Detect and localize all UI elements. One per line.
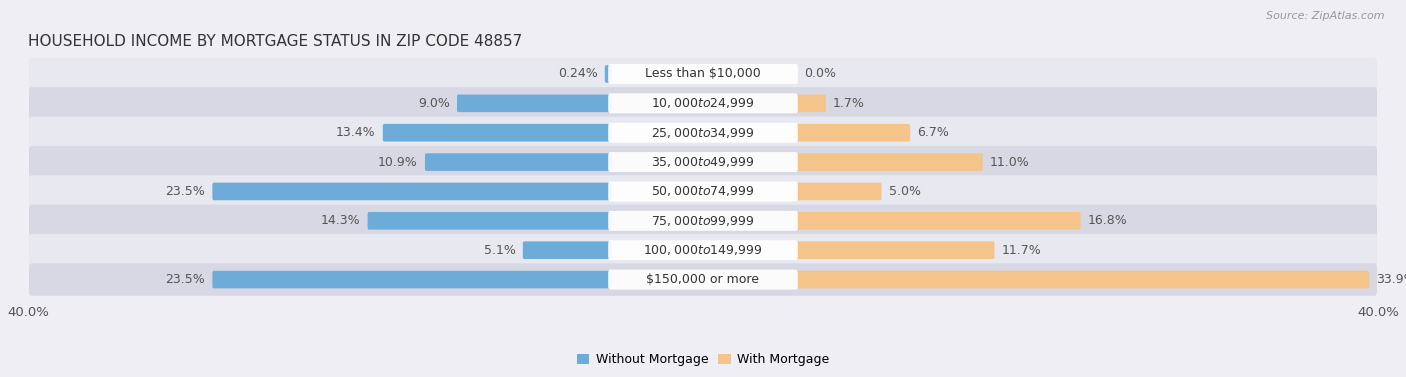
FancyBboxPatch shape [30, 87, 1376, 120]
FancyBboxPatch shape [30, 234, 1376, 267]
Text: 0.24%: 0.24% [558, 67, 598, 80]
FancyBboxPatch shape [30, 205, 1376, 237]
FancyBboxPatch shape [382, 124, 612, 141]
Text: 23.5%: 23.5% [166, 185, 205, 198]
FancyBboxPatch shape [212, 182, 612, 200]
Text: 6.7%: 6.7% [917, 126, 949, 139]
FancyBboxPatch shape [523, 241, 612, 259]
Text: 5.0%: 5.0% [889, 185, 921, 198]
FancyBboxPatch shape [367, 212, 612, 230]
FancyBboxPatch shape [30, 146, 1376, 178]
FancyBboxPatch shape [30, 116, 1376, 149]
FancyBboxPatch shape [30, 264, 1376, 296]
Text: $100,000 to $149,999: $100,000 to $149,999 [644, 243, 762, 257]
FancyBboxPatch shape [794, 124, 910, 141]
FancyBboxPatch shape [609, 64, 797, 84]
FancyBboxPatch shape [609, 152, 797, 172]
Text: Source: ZipAtlas.com: Source: ZipAtlas.com [1267, 11, 1385, 21]
FancyBboxPatch shape [609, 240, 797, 260]
Text: 13.4%: 13.4% [336, 126, 375, 139]
Text: $50,000 to $74,999: $50,000 to $74,999 [651, 184, 755, 198]
Text: 0.0%: 0.0% [804, 67, 837, 80]
Text: $25,000 to $34,999: $25,000 to $34,999 [651, 126, 755, 140]
FancyBboxPatch shape [30, 175, 1376, 208]
Text: 11.7%: 11.7% [1001, 244, 1042, 257]
FancyBboxPatch shape [609, 270, 797, 290]
FancyBboxPatch shape [794, 153, 983, 171]
FancyBboxPatch shape [794, 271, 1369, 288]
Text: Less than $10,000: Less than $10,000 [645, 67, 761, 80]
Text: 10.9%: 10.9% [378, 156, 418, 169]
Text: 14.3%: 14.3% [321, 215, 360, 227]
Text: $75,000 to $99,999: $75,000 to $99,999 [651, 214, 755, 228]
FancyBboxPatch shape [30, 58, 1376, 90]
Text: 16.8%: 16.8% [1088, 215, 1128, 227]
Text: $10,000 to $24,999: $10,000 to $24,999 [651, 97, 755, 110]
Text: 5.1%: 5.1% [484, 244, 516, 257]
Legend: Without Mortgage, With Mortgage: Without Mortgage, With Mortgage [576, 353, 830, 366]
FancyBboxPatch shape [609, 211, 797, 231]
Text: 23.5%: 23.5% [166, 273, 205, 286]
Text: 9.0%: 9.0% [418, 97, 450, 110]
FancyBboxPatch shape [609, 93, 797, 113]
Text: 33.9%: 33.9% [1376, 273, 1406, 286]
Text: $150,000 or more: $150,000 or more [647, 273, 759, 286]
FancyBboxPatch shape [794, 212, 1081, 230]
Text: 1.7%: 1.7% [832, 97, 865, 110]
FancyBboxPatch shape [794, 182, 882, 200]
Text: $35,000 to $49,999: $35,000 to $49,999 [651, 155, 755, 169]
FancyBboxPatch shape [794, 95, 825, 112]
FancyBboxPatch shape [212, 271, 612, 288]
FancyBboxPatch shape [794, 241, 994, 259]
FancyBboxPatch shape [609, 181, 797, 201]
Text: HOUSEHOLD INCOME BY MORTGAGE STATUS IN ZIP CODE 48857: HOUSEHOLD INCOME BY MORTGAGE STATUS IN Z… [28, 34, 523, 49]
FancyBboxPatch shape [425, 153, 612, 171]
FancyBboxPatch shape [605, 65, 612, 83]
FancyBboxPatch shape [609, 123, 797, 143]
Text: 11.0%: 11.0% [990, 156, 1029, 169]
FancyBboxPatch shape [457, 95, 612, 112]
